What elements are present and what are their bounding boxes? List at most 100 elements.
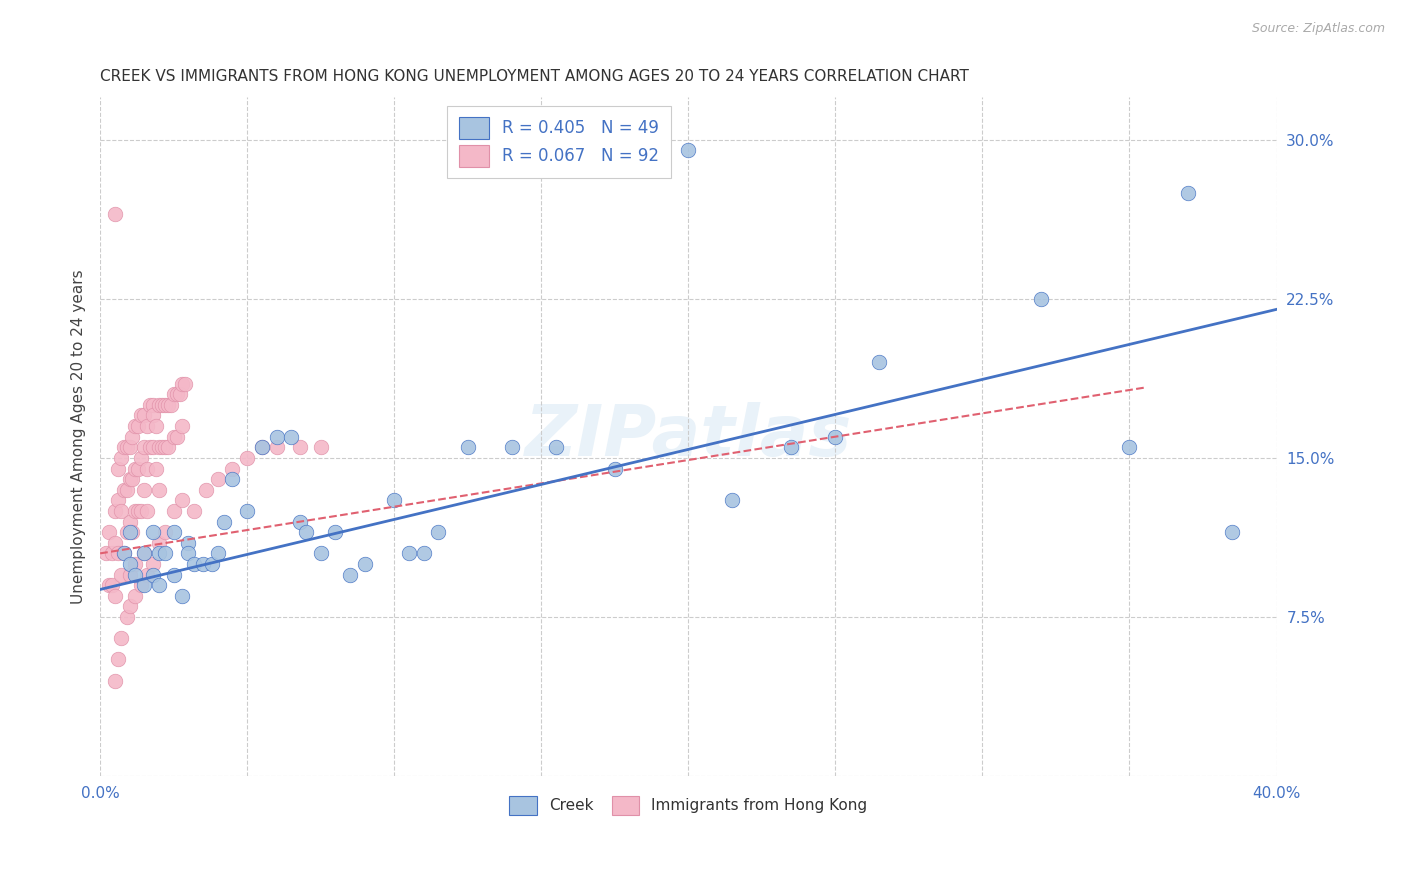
Point [118,440,141,454]
Point [163,430,186,444]
Point [145,419,167,434]
Point [124,589,146,603]
Point [131,409,153,423]
Point [121,525,143,540]
Point [110,450,132,465]
Point [163,525,186,540]
Point [104,589,127,603]
Point [110,504,132,518]
Point [457,440,479,454]
Point [101,578,124,592]
Point [250,440,273,454]
Point [266,430,288,444]
Point [107,493,129,508]
Text: Source: ZipAtlas.com: Source: ZipAtlas.com [1251,22,1385,36]
Point [115,483,138,497]
Point [780,440,803,454]
Point [195,483,218,497]
Point [159,398,181,412]
Point [148,578,170,592]
Point [212,515,235,529]
Point [280,430,302,444]
Point [288,440,311,454]
Point [201,557,224,571]
Point [136,504,159,518]
Point [115,525,138,540]
Point [124,461,146,475]
Legend: Creek, Immigrants from Hong Kong: Creek, Immigrants from Hong Kong [502,788,875,822]
Point [177,546,200,560]
Point [1222,525,1244,540]
Point [1118,440,1140,454]
Point [139,398,162,412]
Point [183,557,205,571]
Point [148,546,170,560]
Point [118,599,141,614]
Point [153,525,176,540]
Point [124,557,146,571]
Point [121,430,143,444]
Point [142,398,165,412]
Point [353,557,375,571]
Point [398,546,420,560]
Point [97,578,120,592]
Point [107,652,129,666]
Point [121,472,143,486]
Point [869,355,891,369]
Point [325,525,347,540]
Point [169,387,191,401]
Point [112,546,135,560]
Text: CREEK VS IMMIGRANTS FROM HONG KONG UNEMPLOYMENT AMONG AGES 20 TO 24 YEARS CORREL: CREEK VS IMMIGRANTS FROM HONG KONG UNEMP… [100,69,969,84]
Point [142,440,165,454]
Point [163,567,186,582]
Point [142,557,165,571]
Point [104,504,127,518]
Point [145,461,167,475]
Point [412,546,434,560]
Point [118,515,141,529]
Point [97,525,120,540]
Point [153,440,176,454]
Point [156,440,179,454]
Point [1177,186,1199,200]
Point [191,557,214,571]
Point [163,387,186,401]
Point [127,461,149,475]
Point [207,546,229,560]
Point [172,493,194,508]
Point [118,525,141,540]
Point [236,504,259,518]
Point [131,450,153,465]
Y-axis label: Unemployment Among Ages 20 to 24 years: Unemployment Among Ages 20 to 24 years [72,269,86,604]
Point [250,440,273,454]
Point [124,504,146,518]
Point [148,483,170,497]
Point [382,493,405,508]
Point [127,504,149,518]
Point [142,525,165,540]
Point [127,419,149,434]
Point [131,504,153,518]
Point [104,673,127,688]
Point [1031,292,1053,306]
Point [107,546,129,560]
Point [148,398,170,412]
Point [309,440,332,454]
Point [288,515,311,529]
Point [136,567,159,582]
Point [134,546,156,560]
Point [134,483,156,497]
Point [118,472,141,486]
Point [104,207,127,221]
Point [118,567,141,582]
Point [501,440,523,454]
Point [824,430,846,444]
Point [544,440,567,454]
Point [134,440,156,454]
Point [134,546,156,560]
Point [166,387,188,401]
Point [172,419,194,434]
Point [150,440,173,454]
Point [153,398,176,412]
Point [136,419,159,434]
